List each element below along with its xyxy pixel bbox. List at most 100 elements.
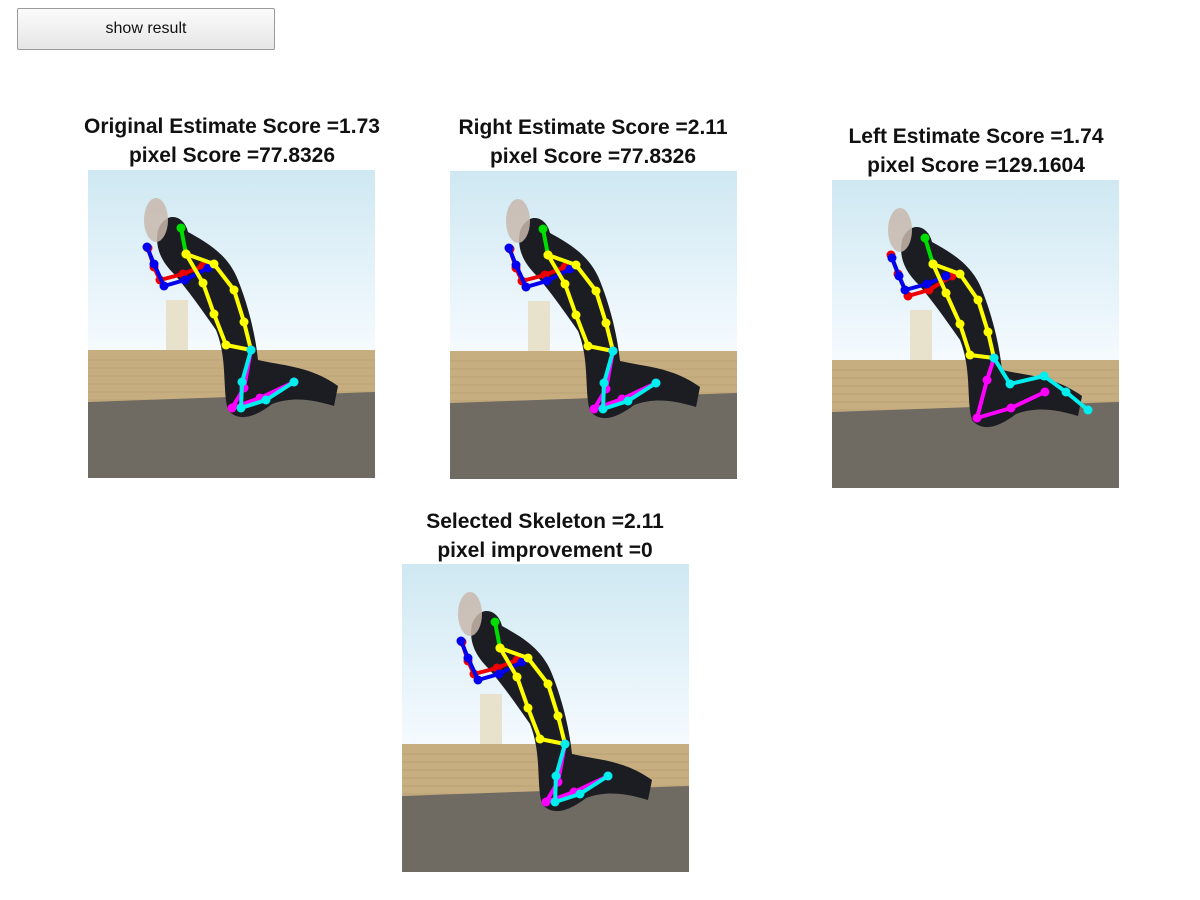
joint-marker [289, 377, 299, 387]
estimate-score-label: Right Estimate Score =2.11 [458, 116, 728, 139]
raised-hands [144, 198, 168, 242]
pillar-shape [910, 310, 932, 365]
joint-marker [989, 353, 999, 363]
joint-marker [227, 403, 237, 413]
joint-marker [603, 771, 613, 781]
joint-marker [972, 413, 982, 423]
joint-marker [180, 275, 190, 285]
joint-marker [1039, 371, 1049, 381]
joint-marker [237, 377, 247, 387]
pillar-shape [480, 694, 502, 749]
image-selected-skeleton [402, 564, 689, 872]
joint-marker [983, 327, 993, 337]
joint-marker [246, 345, 256, 355]
image-original-estimate [88, 170, 375, 478]
joint-marker [542, 276, 552, 286]
joint-marker [521, 282, 531, 292]
image-left-estimate [832, 180, 1119, 488]
joint-marker [473, 675, 483, 685]
pose-svg [402, 564, 689, 872]
raised-hands [506, 199, 530, 243]
joint-marker [1005, 379, 1015, 389]
joint-marker [887, 253, 897, 263]
selected-skeleton-label: Selected Skeleton =2.11 [426, 510, 664, 533]
joint-marker [955, 269, 965, 279]
joint-marker [550, 797, 560, 807]
raised-hands [888, 208, 912, 252]
panel-selected-skeleton: Selected Skeleton =2.11 pixel improvemen… [355, 507, 735, 565]
joint-marker [589, 404, 599, 414]
joint-marker [209, 259, 219, 269]
joint-marker [955, 319, 965, 329]
joint-marker [900, 285, 910, 295]
joint-marker [1040, 387, 1050, 397]
joint-marker [941, 271, 951, 281]
joint-marker [598, 404, 608, 414]
joint-marker [495, 643, 505, 653]
estimate-score-label: Left Estimate Score =1.74 [848, 125, 1104, 148]
joint-marker [651, 378, 661, 388]
pose-svg [832, 180, 1119, 488]
panel-original-estimate: Original Estimate Score =1.73 pixel Scor… [42, 112, 422, 170]
joint-marker [973, 295, 983, 305]
panel-title: Original Estimate Score =1.73 pixel Scor… [42, 112, 422, 170]
ground-shadow [832, 402, 1119, 488]
joint-marker [553, 711, 563, 721]
pixel-improvement-label: pixel improvement =0 [437, 539, 653, 562]
joint-marker [1061, 387, 1071, 397]
joint-marker [894, 271, 904, 281]
joint-marker [490, 617, 500, 627]
joint-marker [551, 771, 561, 781]
pillar-shape [528, 301, 550, 356]
joint-marker [181, 249, 191, 259]
joint-marker [456, 636, 466, 646]
ground-shadow [402, 786, 689, 872]
panel-right-estimate: Right Estimate Score =2.11 pixel Score =… [403, 113, 783, 171]
pixel-score-label: pixel Score =129.1604 [867, 154, 1085, 177]
joint-marker [142, 242, 152, 252]
show-result-button[interactable]: show result [17, 8, 275, 50]
joint-marker [623, 396, 633, 406]
pillar-shape [166, 300, 188, 355]
panel-left-estimate: Left Estimate Score =1.74 pixel Score =1… [786, 122, 1166, 180]
image-right-estimate [450, 171, 737, 479]
joint-marker [920, 233, 930, 243]
joint-marker [543, 250, 553, 260]
joint-marker [494, 669, 504, 679]
joint-marker [209, 309, 219, 319]
joint-marker [176, 223, 186, 233]
joint-marker [512, 672, 522, 682]
joint-marker [608, 346, 618, 356]
joint-marker [560, 739, 570, 749]
ground-shadow [88, 392, 375, 478]
ground-shadow [450, 393, 737, 479]
joint-marker [504, 243, 514, 253]
joint-marker [591, 286, 601, 296]
joint-marker [198, 278, 208, 288]
pixel-score-label: pixel Score =77.8326 [489, 145, 697, 168]
joint-marker [221, 340, 231, 350]
joint-marker [236, 403, 246, 413]
joint-marker [523, 703, 533, 713]
pose-svg [450, 171, 737, 479]
joint-marker [571, 260, 581, 270]
joint-marker [149, 259, 159, 269]
joint-marker [541, 797, 551, 807]
joint-marker [511, 260, 521, 270]
joint-marker [543, 679, 553, 689]
joint-marker [575, 789, 585, 799]
joint-marker [523, 653, 533, 663]
joint-marker [982, 375, 992, 385]
joint-marker [239, 317, 249, 327]
joint-marker [261, 395, 271, 405]
joint-marker [922, 279, 932, 289]
joint-marker [159, 281, 169, 291]
joint-marker [928, 259, 938, 269]
pose-svg [88, 170, 375, 478]
joint-marker [601, 318, 611, 328]
panel-title: Selected Skeleton =2.11 pixel improvemen… [355, 507, 735, 565]
joint-marker [463, 653, 473, 663]
panel-title: Right Estimate Score =2.11 pixel Score =… [403, 113, 783, 171]
joint-marker [1083, 405, 1093, 415]
estimate-score-label: Original Estimate Score =1.73 [84, 115, 380, 138]
